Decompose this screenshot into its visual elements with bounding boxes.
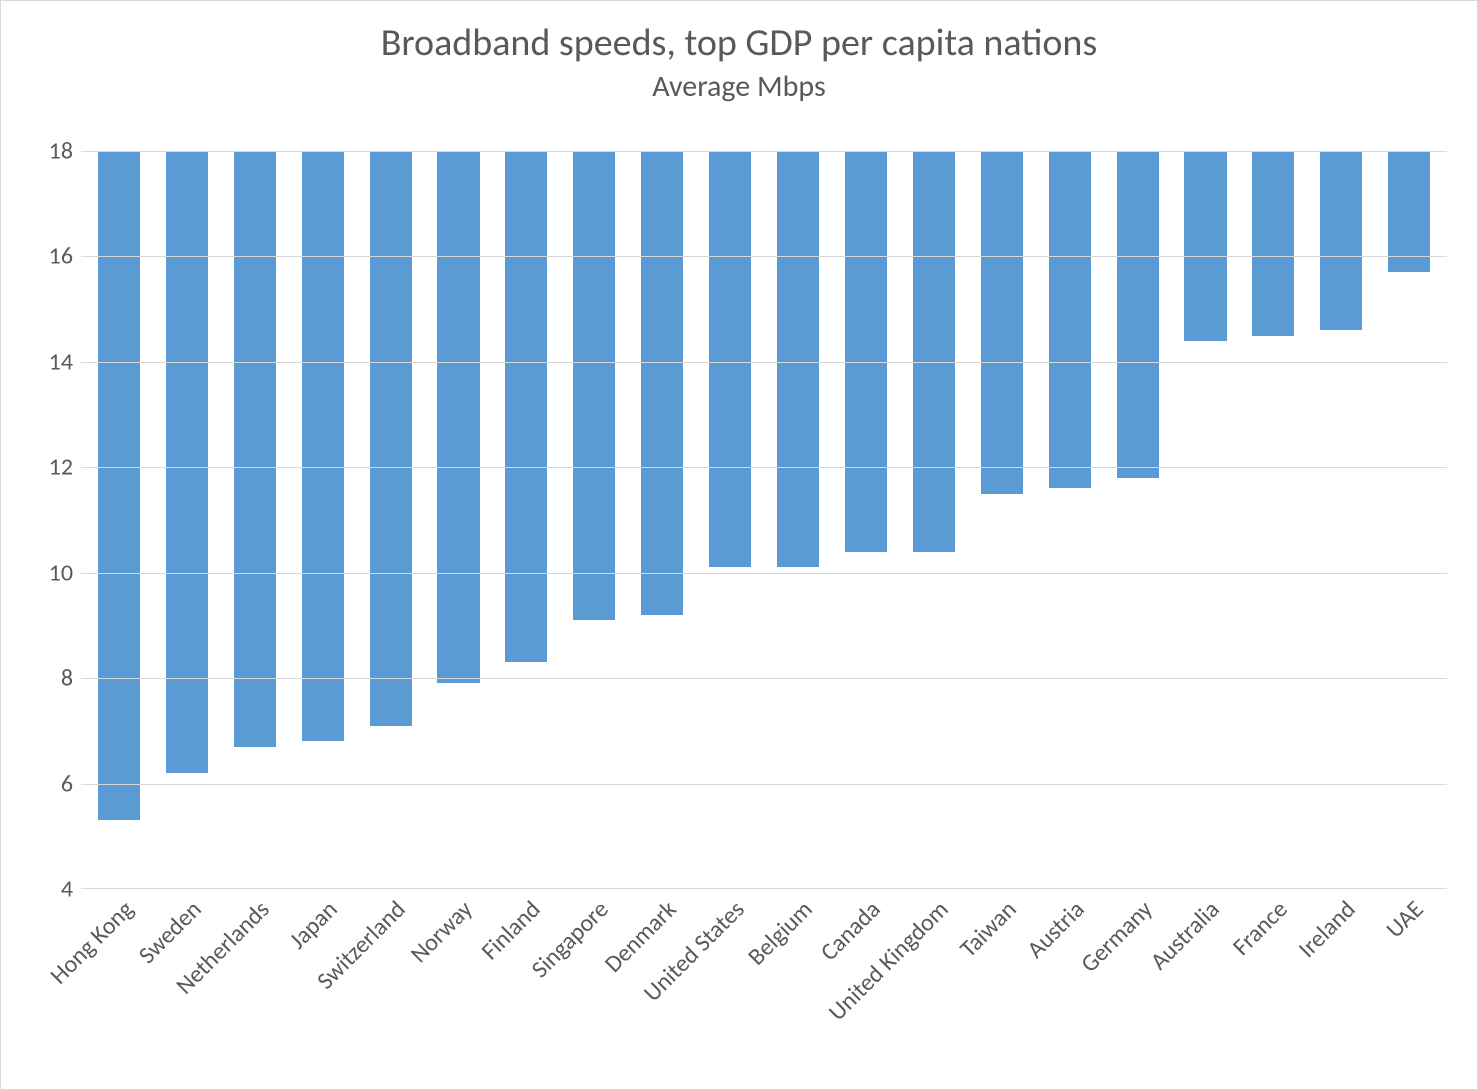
bar-slot (289, 151, 357, 889)
bar (641, 151, 683, 615)
bar (505, 151, 547, 662)
bar (370, 151, 412, 726)
y-tick-label: 4 (61, 875, 73, 904)
x-tick-label: Norway (405, 895, 479, 969)
bar-slot (492, 151, 560, 889)
title-area: Broadband speeds, top GDP per capita nat… (1, 1, 1477, 105)
bar (1320, 151, 1362, 330)
bar-slot (1307, 151, 1375, 889)
y-tick-label: 18 (49, 137, 73, 166)
y-tick-label: 12 (49, 453, 73, 482)
x-axis-line (81, 888, 1447, 890)
x-tick-label: United Kingdom (823, 895, 955, 1027)
bar (1117, 151, 1159, 478)
bar (234, 151, 276, 747)
bar (1252, 151, 1294, 336)
bar-slot (764, 151, 832, 889)
y-tick-label: 6 (61, 769, 73, 798)
bar-slot (85, 151, 153, 889)
chart-subtitle: Average Mbps (1, 69, 1477, 105)
bar (166, 151, 208, 773)
bar-slot (153, 151, 221, 889)
grid-line (81, 784, 1447, 785)
bar (98, 151, 140, 820)
bar (437, 151, 479, 683)
bar-slot (1036, 151, 1104, 889)
bar-slot (1104, 151, 1172, 889)
x-tick-label: UAE (1381, 895, 1430, 944)
chart-title: Broadband speeds, top GDP per capita nat… (1, 21, 1477, 67)
y-tick-label: 10 (49, 558, 73, 587)
x-tick-label: Taiwan (954, 895, 1022, 963)
bar (1184, 151, 1226, 341)
grid-line (81, 362, 1447, 363)
x-tick-label: Hong Kong (44, 895, 139, 990)
grid-line (81, 678, 1447, 679)
y-tick-label: 16 (49, 242, 73, 271)
x-tick-label: Ireland (1293, 895, 1362, 964)
grid-line (81, 151, 1447, 152)
x-tick-label: Belgium (742, 895, 818, 971)
grid-line (81, 573, 1447, 574)
bar-slot (900, 151, 968, 889)
grid-line (81, 467, 1447, 468)
bar-slot (1239, 151, 1307, 889)
bar-slot (1172, 151, 1240, 889)
bar (302, 151, 344, 741)
bar (573, 151, 615, 620)
bar (913, 151, 955, 552)
plot-wrapper: 4681012141618 Hong KongSwedenNetherlands… (31, 151, 1447, 889)
bar-slot (628, 151, 696, 889)
y-tick-label: 8 (61, 664, 73, 693)
bar (1049, 151, 1091, 488)
x-tick-label: Australia (1145, 895, 1226, 976)
x-tick-label: France (1227, 895, 1294, 962)
bar (981, 151, 1023, 494)
y-axis: 4681012141618 (31, 151, 81, 889)
chart-container: Broadband speeds, top GDP per capita nat… (0, 0, 1478, 1090)
bar-slot (357, 151, 425, 889)
bar-slot (832, 151, 900, 889)
y-tick-label: 14 (49, 347, 73, 376)
bar-slot (696, 151, 764, 889)
bar (777, 151, 819, 567)
bar (1388, 151, 1430, 272)
bar-slot (560, 151, 628, 889)
x-tick-label: Japan (283, 895, 343, 955)
bar (709, 151, 751, 567)
bars-group (81, 151, 1447, 889)
bar-slot (221, 151, 289, 889)
plot-area (81, 151, 1447, 889)
grid-line (81, 256, 1447, 257)
bar (845, 151, 887, 552)
bar-slot (968, 151, 1036, 889)
bar-slot (1375, 151, 1443, 889)
x-tick-label: Germany (1075, 895, 1159, 979)
bar-slot (425, 151, 493, 889)
